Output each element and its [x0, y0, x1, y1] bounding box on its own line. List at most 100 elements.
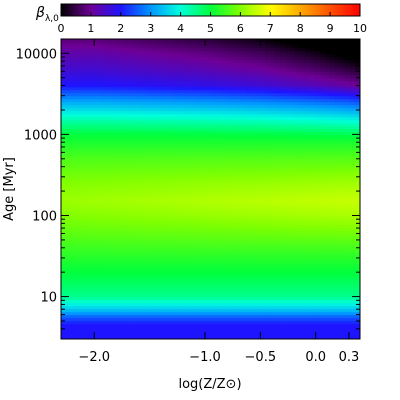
heatmap-cell — [220, 332, 226, 337]
heatmap-cell — [95, 311, 102, 316]
heatmap-cell — [165, 128, 171, 133]
heatmap-cell — [145, 89, 151, 94]
heatmap-cell — [324, 302, 331, 307]
heatmap-cell — [75, 155, 82, 160]
heatmap-cell — [349, 179, 356, 184]
heatmap-cell — [285, 260, 291, 265]
heatmap-cell — [240, 260, 246, 265]
heatmap-cell — [220, 320, 226, 325]
heatmap-cell — [155, 236, 161, 241]
heatmap-cell — [235, 134, 241, 139]
heatmap-cell — [85, 122, 92, 127]
heatmap-cell — [210, 173, 216, 178]
heatmap-cell — [125, 164, 131, 169]
heatmap-cell — [339, 257, 346, 262]
heatmap-cell — [95, 158, 102, 163]
heatmap-cell — [110, 110, 117, 115]
heatmap-cell — [304, 245, 311, 250]
heatmap-cell — [250, 230, 256, 235]
heatmap-cell — [285, 221, 291, 226]
heatmap-cell — [160, 200, 166, 205]
heatmap-cell — [90, 200, 97, 205]
heatmap-cell — [180, 110, 186, 115]
heatmap-cell — [100, 95, 107, 100]
heatmap-cell — [280, 182, 286, 187]
heatmap-cell — [245, 116, 251, 121]
heatmap-cell — [165, 209, 171, 214]
heatmap-cell — [135, 236, 141, 241]
heatmap-cell — [100, 197, 107, 202]
heatmap-cell — [210, 182, 216, 187]
heatmap-cell — [160, 197, 166, 202]
heatmap-cell — [215, 155, 221, 160]
heatmap-cell — [180, 296, 186, 301]
heatmap-cell — [85, 215, 92, 220]
heatmap-cell — [215, 188, 221, 193]
heatmap-cell — [329, 101, 336, 106]
heatmap-cell — [150, 119, 156, 124]
heatmap-cell — [61, 119, 67, 124]
heatmap-cell — [125, 233, 131, 238]
heatmap-cell — [290, 269, 296, 274]
heatmap-cell — [215, 110, 221, 115]
heatmap-cell — [250, 218, 256, 223]
heatmap-cell — [200, 179, 206, 184]
heatmap-cell — [105, 284, 112, 289]
heatmap-cell — [230, 290, 236, 295]
heatmap-cell — [61, 203, 67, 208]
heatmap-cell — [190, 230, 196, 235]
heatmap-cell — [300, 263, 306, 268]
heatmap-cell — [290, 272, 296, 277]
heatmap-cell — [160, 335, 166, 339]
heatmap-cell — [155, 269, 161, 274]
heatmap-cell — [240, 128, 246, 133]
heatmap-cell — [255, 314, 261, 319]
heatmap-cell — [65, 173, 72, 178]
heatmap-cell — [344, 233, 351, 238]
heatmap-cell — [235, 95, 241, 100]
heatmap-cell — [100, 119, 107, 124]
heatmap-cell — [280, 188, 286, 193]
heatmap-cell — [185, 314, 191, 319]
heatmap-cell — [265, 167, 271, 172]
heatmap-cell — [135, 230, 141, 235]
heatmap-cell — [300, 197, 306, 202]
heatmap-cell — [334, 101, 341, 106]
heatmap-cell — [260, 224, 266, 229]
heatmap-cell — [125, 200, 131, 205]
heatmap-cell — [304, 239, 311, 244]
heatmap-cell — [270, 242, 276, 247]
heatmap-cell — [304, 146, 311, 151]
heatmap-cell — [304, 134, 311, 139]
heatmap-cell — [70, 98, 77, 103]
heatmap-cell — [135, 245, 141, 250]
heatmap-cell — [175, 131, 181, 136]
heatmap-cell — [65, 296, 72, 301]
heatmap-cell — [354, 167, 360, 172]
heatmap-cell — [339, 278, 346, 283]
heatmap-cell — [150, 254, 156, 259]
heatmap-cell — [175, 308, 181, 313]
heatmap-cell — [220, 254, 226, 259]
heatmap-cell — [110, 281, 117, 286]
heatmap-cell — [215, 101, 221, 106]
heatmap-cell — [245, 218, 251, 223]
heatmap-cell — [280, 254, 286, 259]
heatmap-cell — [65, 164, 72, 169]
heatmap-cell — [105, 230, 112, 235]
heatmap-cell — [304, 254, 311, 259]
heatmap-cell — [145, 143, 151, 148]
heatmap-cell — [240, 221, 246, 226]
heatmap-cell — [105, 269, 112, 274]
heatmap-cell — [304, 296, 311, 301]
heatmap-cell — [295, 146, 301, 151]
heatmap-cell — [225, 98, 231, 103]
heatmap-cell — [205, 329, 211, 334]
heatmap-cell — [265, 329, 271, 334]
heatmap-cell — [185, 146, 191, 151]
heatmap-cell — [260, 176, 266, 181]
heatmap-cell — [85, 293, 92, 298]
heatmap-cell — [90, 173, 97, 178]
heatmap-cell — [180, 278, 186, 283]
heatmap-cell — [90, 113, 97, 118]
